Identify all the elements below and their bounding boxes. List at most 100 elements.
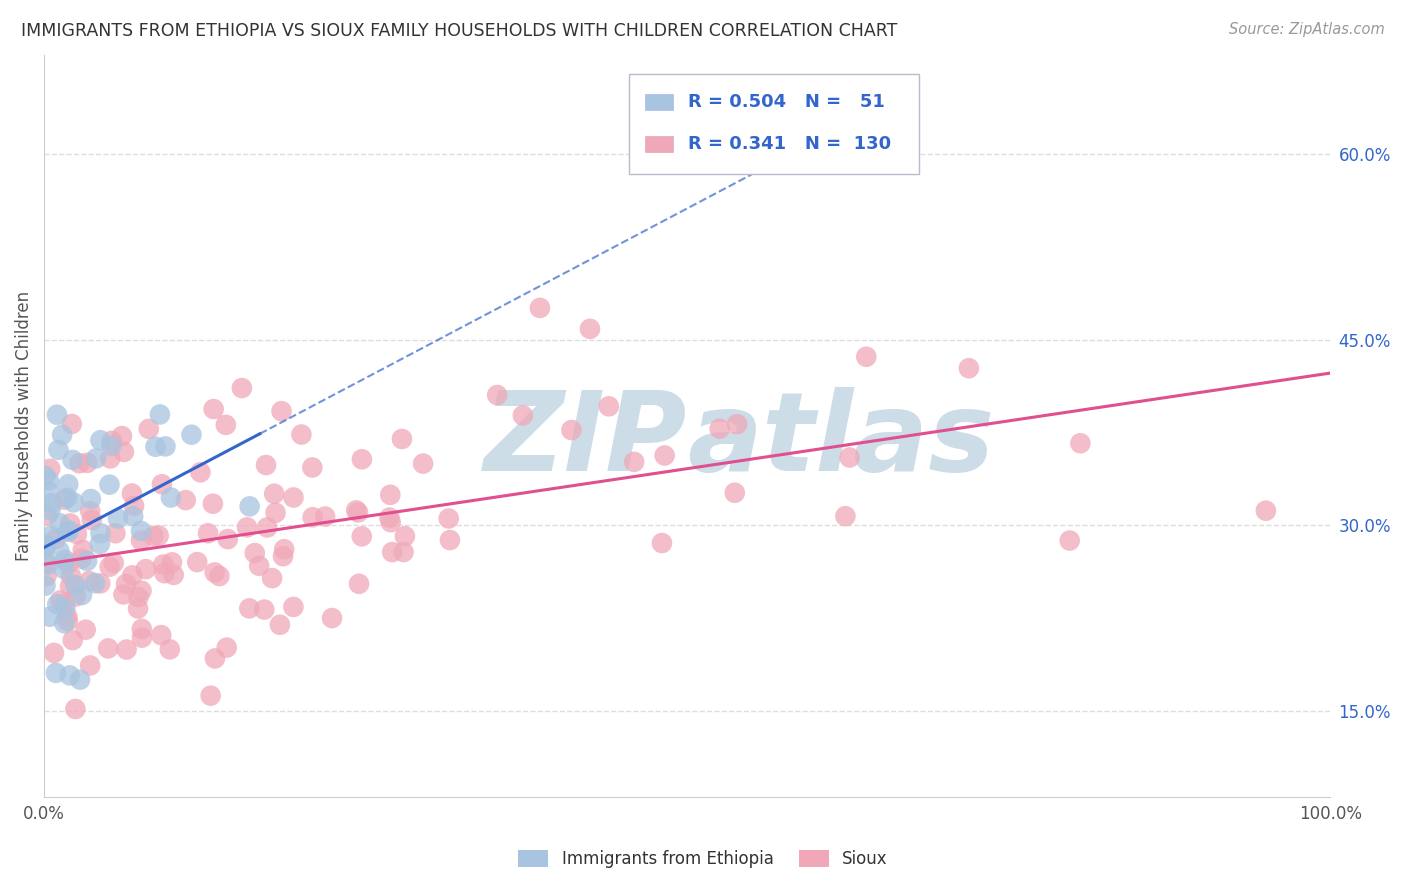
Point [231, 381, 253, 395]
Point [350, 452, 373, 467]
Point [153, 566, 176, 581]
Point [380, 515, 402, 529]
Point [62, 495, 84, 509]
Point [59, 569, 82, 583]
Point [321, 611, 343, 625]
Point [283, 599, 305, 614]
Point [89, 576, 111, 591]
Point [138, 422, 160, 436]
Point [35, 569, 58, 583]
Point [98, 451, 121, 466]
Point [48, 442, 70, 457]
Point [347, 576, 370, 591]
Point [709, 422, 731, 436]
Point [270, 404, 292, 418]
FancyBboxPatch shape [645, 94, 673, 110]
Point [394, 529, 416, 543]
Point [53, 597, 76, 611]
Point [34, 541, 56, 556]
Point [392, 545, 415, 559]
Point [283, 491, 305, 505]
Point [49, 516, 72, 531]
Point [104, 526, 127, 541]
Text: ZIP: ZIP [484, 387, 688, 494]
Point [107, 511, 129, 525]
Point [59, 579, 82, 593]
Point [46, 597, 69, 611]
Point [37, 558, 59, 572]
Point [724, 485, 747, 500]
Point [290, 427, 312, 442]
Point [53, 553, 76, 567]
Point [115, 577, 138, 591]
Point [127, 601, 149, 615]
Point [80, 491, 103, 506]
Point [70, 551, 93, 566]
Point [98, 559, 121, 574]
Point [75, 623, 97, 637]
Point [115, 642, 138, 657]
Point [135, 562, 157, 576]
Point [204, 651, 226, 665]
FancyBboxPatch shape [630, 74, 918, 174]
Point [79, 574, 101, 588]
Point [256, 520, 278, 534]
Point [59, 668, 82, 682]
Point [486, 388, 509, 402]
Point [264, 506, 287, 520]
Point [34, 469, 56, 483]
Point [42, 646, 65, 660]
Point [127, 590, 149, 604]
Point [38, 484, 60, 499]
Point [163, 568, 186, 582]
Point [155, 439, 177, 453]
Point [238, 601, 260, 615]
Point [239, 500, 262, 514]
Point [103, 556, 125, 570]
Point [129, 524, 152, 538]
FancyBboxPatch shape [645, 136, 673, 153]
Point [56, 491, 79, 505]
Point [834, 509, 856, 524]
Point [301, 510, 323, 524]
Point [437, 511, 460, 525]
Point [62, 453, 84, 467]
Point [579, 322, 602, 336]
Point [45, 665, 67, 680]
Point [149, 408, 172, 422]
Point [79, 504, 101, 518]
Point [314, 509, 336, 524]
Point [49, 593, 72, 607]
Point [236, 520, 259, 534]
Point [186, 555, 208, 569]
Point [34, 537, 56, 551]
Point [65, 702, 87, 716]
Point [112, 587, 135, 601]
Point [58, 524, 80, 538]
Point [1069, 436, 1091, 450]
Point [190, 465, 212, 479]
Point [112, 445, 135, 459]
Point [38, 474, 60, 488]
Point [39, 503, 62, 517]
Point [217, 532, 239, 546]
Point [560, 423, 582, 437]
Point [101, 434, 124, 448]
Point [439, 533, 461, 547]
Point [51, 427, 73, 442]
Point [243, 546, 266, 560]
Point [1254, 504, 1277, 518]
Point [204, 566, 226, 580]
Text: atlas: atlas [688, 387, 994, 494]
Text: Source: ZipAtlas.com: Source: ZipAtlas.com [1229, 22, 1385, 37]
Point [180, 427, 202, 442]
Y-axis label: Family Households with Children: Family Households with Children [15, 291, 32, 561]
Point [72, 543, 94, 558]
Point [69, 456, 91, 470]
Point [208, 569, 231, 583]
Point [159, 642, 181, 657]
Point [65, 590, 87, 604]
Point [45, 532, 67, 546]
Point [121, 568, 143, 582]
Point [350, 529, 373, 543]
